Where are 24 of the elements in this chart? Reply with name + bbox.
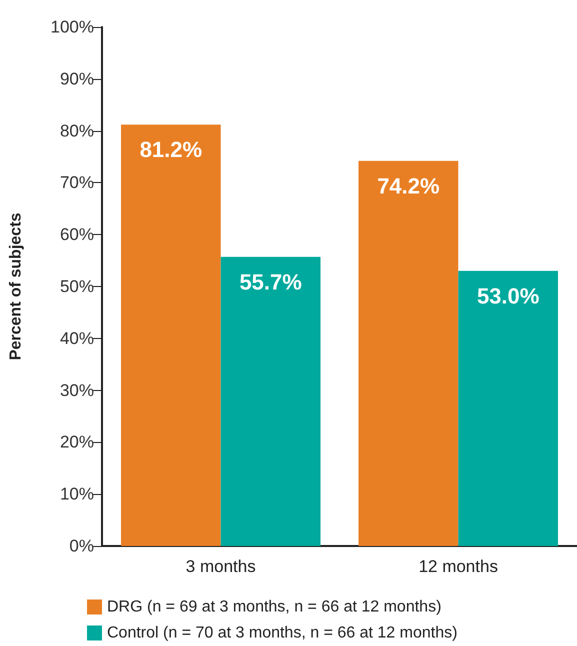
data-label: 55.7% — [239, 269, 302, 294]
y-axis-title: Percent of subjects — [8, 212, 24, 360]
legend-label: Control (n = 70 at 3 months, n = 66 at 12 months) — [107, 624, 458, 642]
bar — [220, 256, 320, 546]
x-tick-label: 3 months — [186, 557, 256, 576]
bar — [458, 270, 558, 546]
y-tick-label: 40% — [60, 328, 94, 348]
y-tick-label: 30% — [60, 380, 94, 400]
y-tick-label: 80% — [60, 121, 94, 140]
legend-label: DRG (n = 69 at 3 months, n = 66 at 12 months) — [107, 598, 442, 616]
y-tick-label: 100% — [50, 18, 94, 36]
data-label: 81.2% — [140, 137, 202, 162]
y-tick-label: 20% — [60, 432, 94, 452]
y-tick-label: 50% — [60, 277, 94, 296]
y-tick-label: 70% — [60, 173, 94, 192]
data-label: 53.0% — [476, 283, 540, 308]
bar — [358, 160, 458, 546]
x-tick-label: 12 months — [418, 557, 498, 576]
data-label: 74.2% — [377, 173, 440, 198]
y-tick-label: 0% — [69, 536, 94, 556]
bar — [121, 124, 221, 546]
y-tick-label: 60% — [60, 225, 94, 244]
y-tick-label: 10% — [60, 484, 94, 504]
y-tick-label: 90% — [60, 69, 94, 88]
